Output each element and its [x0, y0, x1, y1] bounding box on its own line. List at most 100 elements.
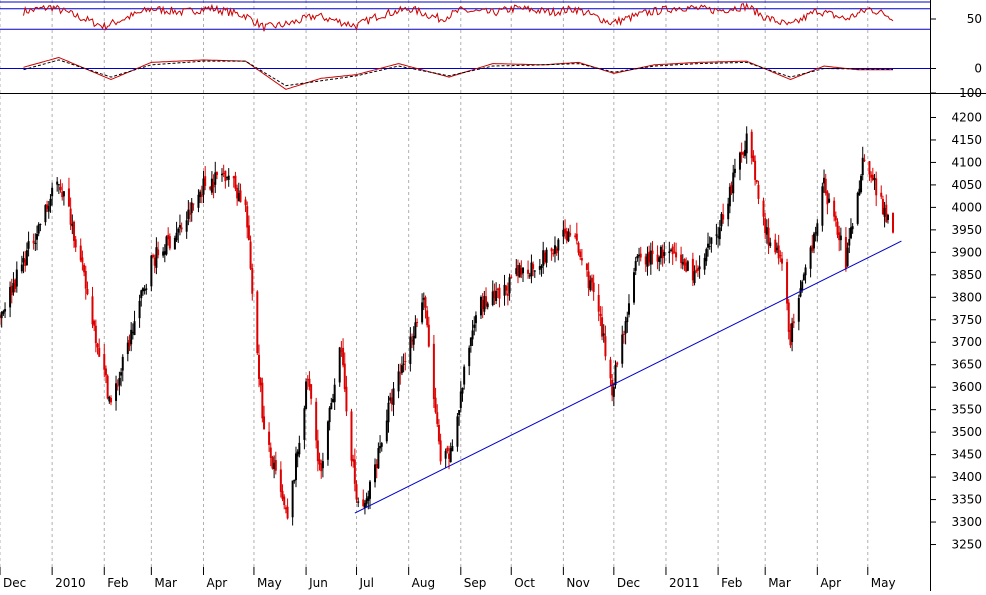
price-y-label: 3350: [951, 493, 982, 507]
candle-body: [680, 254, 683, 263]
candle-body: [173, 237, 176, 250]
candle-body: [823, 177, 826, 184]
candle-body: [224, 170, 227, 182]
candle-body: [569, 232, 572, 236]
candle-body: [199, 191, 202, 198]
candle-body: [150, 255, 153, 287]
candle-body: [350, 411, 353, 461]
candle-body: [236, 187, 239, 199]
candle-body: [516, 265, 519, 276]
candle-body: [138, 300, 141, 319]
candle-body: [0, 312, 3, 319]
candle-body: [802, 274, 805, 281]
price-y-label: 3800: [951, 290, 982, 304]
candle-body: [601, 317, 604, 337]
candle-body: [247, 225, 250, 241]
candle-body: [767, 227, 770, 246]
candle-body: [426, 310, 429, 326]
candle-body: [449, 448, 452, 463]
price-y-label: 3300: [951, 515, 982, 529]
candle-body: [34, 242, 37, 244]
candle-body: [214, 172, 217, 185]
candle-body: [740, 151, 743, 155]
candle-body: [671, 246, 674, 255]
candle-body: [109, 397, 112, 403]
candle-body: [256, 291, 259, 354]
candle-body: [695, 269, 698, 272]
candle-body: [567, 231, 570, 242]
candle-body: [495, 290, 498, 301]
candle-body: [609, 359, 612, 379]
candle-body: [116, 385, 119, 387]
x-tick-label: Jun: [308, 576, 328, 590]
candle-body: [715, 234, 718, 236]
price-y-label: 3450: [951, 448, 982, 462]
candle-body: [163, 251, 166, 255]
price-y-label: 4050: [951, 178, 982, 192]
candle-body: [422, 298, 425, 300]
candle-body: [469, 337, 472, 346]
candle-body: [685, 262, 688, 272]
candle-body: [84, 270, 87, 289]
candle-body: [399, 372, 402, 374]
x-tick-label: Mar: [154, 576, 177, 590]
candle-body: [648, 251, 651, 263]
candle-body: [781, 258, 784, 264]
candle-body: [343, 363, 346, 390]
candle-body: [542, 250, 545, 266]
candle-body: [787, 302, 790, 332]
candle-body: [745, 133, 748, 154]
candle-body: [720, 213, 723, 227]
candle-body: [496, 288, 499, 290]
candle-body: [661, 249, 664, 259]
candle-body: [22, 258, 25, 263]
candle-body: [663, 252, 666, 256]
candle-body: [550, 248, 553, 252]
candle-body: [799, 288, 802, 297]
candle-body: [883, 207, 886, 217]
candle-body: [400, 365, 403, 373]
candle-body: [271, 456, 274, 469]
candle-body: [868, 161, 871, 175]
candle-body: [257, 354, 260, 379]
candle-body: [564, 228, 567, 234]
candle-body: [705, 249, 708, 262]
x-tick-label: 2010: [55, 576, 86, 590]
candle-body: [553, 245, 556, 254]
candle-body: [580, 258, 583, 261]
x-tick-label: Feb: [107, 576, 128, 590]
support-trendline: [354, 240, 902, 514]
candle-body: [189, 212, 192, 215]
candle-body: [824, 178, 827, 194]
candle-body: [856, 192, 859, 224]
candle-body: [402, 363, 405, 365]
candle-body: [483, 296, 486, 312]
candle-body: [35, 233, 38, 240]
candle-body: [545, 249, 548, 263]
candle-body: [752, 155, 755, 162]
x-tick-label: Mar: [768, 576, 791, 590]
candle-body: [118, 377, 121, 386]
price-y-label: 3850: [951, 268, 982, 282]
candle-body: [626, 317, 629, 323]
candle-body: [505, 286, 508, 291]
candle-body: [69, 208, 72, 225]
lower-y-label: -100: [955, 86, 982, 100]
candle-body: [14, 279, 17, 289]
candle-body: [834, 215, 837, 221]
candle-body: [140, 290, 143, 299]
candle-body: [693, 271, 696, 284]
candle-body: [473, 324, 476, 328]
candle-body: [353, 459, 356, 484]
candle-body: [651, 250, 654, 254]
candle-body: [646, 253, 649, 267]
candle-body: [72, 221, 75, 241]
candle-body: [791, 323, 794, 342]
candle-body: [515, 268, 518, 275]
candle-body: [522, 267, 525, 274]
candle-body: [555, 248, 558, 254]
candle-body: [444, 450, 447, 459]
candle-body: [821, 186, 824, 226]
candle-body: [604, 336, 607, 357]
x-tick-label: Apr: [820, 576, 841, 590]
